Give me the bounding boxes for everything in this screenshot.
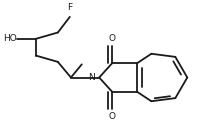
Text: F: F xyxy=(67,4,72,13)
Text: O: O xyxy=(109,34,116,43)
Text: N: N xyxy=(89,73,95,82)
Text: HO: HO xyxy=(3,34,17,43)
Text: O: O xyxy=(109,112,116,121)
